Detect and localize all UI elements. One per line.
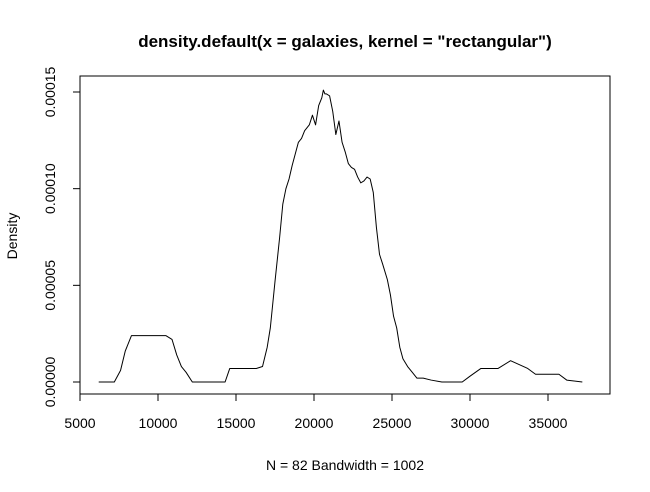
x-tick-label: 10000 [139, 415, 178, 431]
x-tick-label: 20000 [295, 415, 334, 431]
y-tick-label: 0.00000 [42, 356, 58, 407]
x-axis-label: N = 82 Bandwidth = 1002 [266, 457, 424, 473]
y-tick-label: 0.00005 [42, 260, 58, 311]
y-axis-label: Density [4, 213, 20, 260]
x-tick-label: 30000 [451, 415, 490, 431]
x-tick-label: 5000 [64, 415, 95, 431]
x-tick-label: 35000 [529, 415, 568, 431]
x-axis: 5000 10000 15000 20000 25000 30000 35000 [64, 393, 568, 431]
y-tick-label: 0.00010 [42, 163, 58, 214]
y-axis: 0.00000 0.00005 0.00010 0.00015 [42, 66, 81, 407]
density-line [98, 89, 583, 383]
y-tick-label: 0.00015 [42, 66, 58, 117]
x-tick-label: 15000 [217, 415, 256, 431]
x-tick-label: 25000 [373, 415, 412, 431]
chart-title: density.default(x = galaxies, kernel = "… [138, 32, 552, 51]
plot-box [79, 75, 611, 395]
